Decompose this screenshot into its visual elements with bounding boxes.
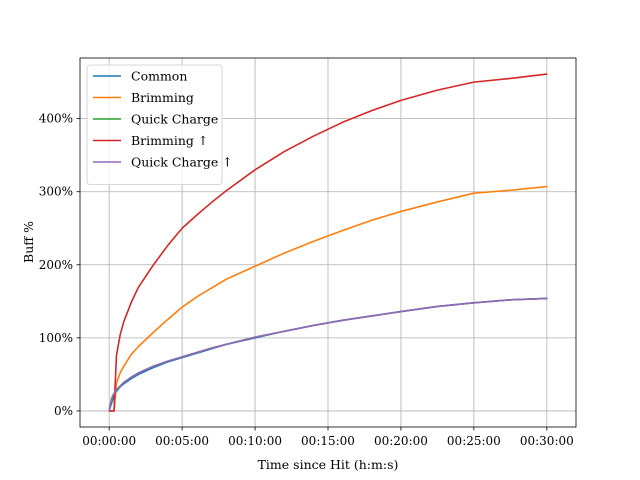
y-tick-label: 0% [54,404,73,418]
legend-label: Brimming [131,90,194,105]
y-tick-label: 400% [39,112,73,126]
x-tick-label: 00:25:00 [447,434,501,448]
x-tick-label: 00:15:00 [301,434,355,448]
legend-label: Common [131,69,187,84]
x-tick-label: 00:05:00 [155,434,209,448]
x-tick-label: 00:30:00 [520,434,574,448]
legend-label: Quick Charge ↑ [131,155,233,170]
series-line-4 [108,297,548,412]
y-tick-label: 300% [39,185,73,199]
series-line-3 [108,73,548,412]
y-axis-title: Buff % [21,221,36,263]
legend-label: Brimming ↑ [131,133,208,148]
y-tick-label: 100% [39,331,73,345]
legend: Common Brimming Quick Charge Brimming ↑ Quic… [86,64,233,185]
x-tick-label: 00:00:00 [82,434,136,448]
y-tick-label: 200% [39,258,73,272]
x-axis-title: Time since Hit (h:m:s) [258,457,399,472]
axis-ticks: 00:00:00 00:05:00 00:10:00 00:15:00 00:20:00… [39,112,574,448]
series-line-1 [108,185,548,412]
gridlines [80,58,576,427]
series-lines [108,73,548,412]
x-tick-label: 00:20:00 [374,434,428,448]
legend-box [86,64,223,185]
x-tick-label: 00:10:00 [228,434,282,448]
legend-label: Quick Charge [131,112,218,127]
